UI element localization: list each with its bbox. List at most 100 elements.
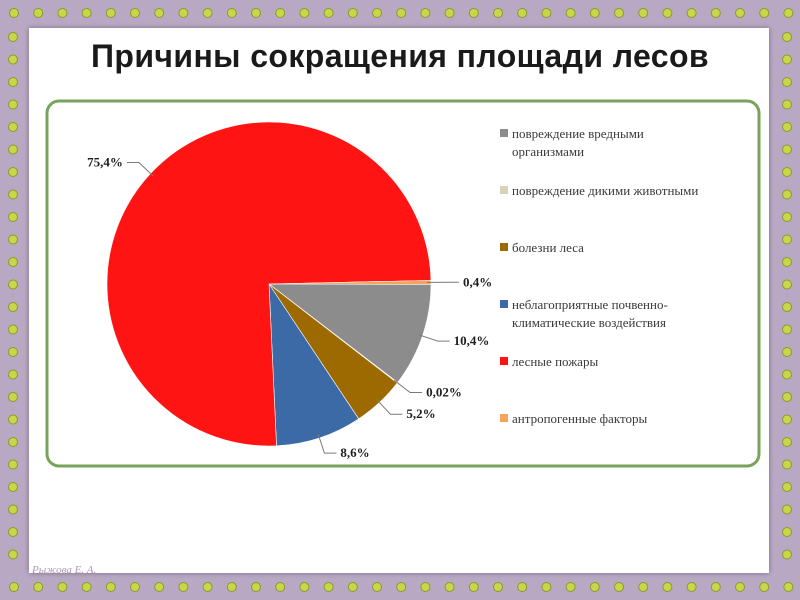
frame-dot: [782, 549, 792, 560]
frame-dot: [8, 459, 18, 470]
frame-dot: [8, 189, 18, 200]
frame-dot: [8, 167, 18, 177]
frame-dot: [782, 189, 792, 200]
frame-dot: [8, 392, 18, 402]
frame-dot: [783, 8, 794, 18]
legend-label-1: повреждение вредными: [512, 126, 644, 141]
frame-dot: [323, 8, 334, 18]
data-label-2: 0,02%: [426, 384, 462, 399]
frame-dot: [275, 8, 286, 18]
leader-line-4: [317, 433, 337, 454]
frame-dot: [493, 582, 503, 592]
author-signature: Рыжова Е. А.: [32, 564, 97, 576]
frame-dot: [178, 8, 189, 18]
frame-dot: [8, 414, 18, 425]
frame-dot: [782, 437, 792, 447]
frame-dot: [8, 212, 18, 222]
frame-dot: [8, 99, 18, 110]
data-label-1: 10,4%: [454, 333, 490, 348]
frame-dot: [8, 302, 18, 312]
frame-dot: [782, 77, 792, 87]
frame-dot: [347, 582, 358, 592]
frame-dot: [614, 8, 624, 18]
frame-dot: [468, 8, 479, 18]
frame-dot: [710, 582, 721, 592]
frame-dot: [782, 324, 792, 335]
leader-line-2: [393, 379, 423, 393]
frame-dot: [735, 582, 745, 592]
data-label-3: 5,2%: [406, 406, 435, 421]
frame-dot: [8, 144, 18, 155]
frame-dot: [662, 582, 673, 592]
leader-line-3: [376, 399, 403, 415]
frame-dot: [782, 482, 792, 492]
frame-dot: [8, 549, 18, 560]
frame-dot: [710, 8, 721, 18]
frame-dot: [735, 8, 745, 18]
leader-line-5: [126, 162, 154, 177]
frame-dot: [8, 77, 18, 87]
frame-dot: [782, 212, 792, 222]
frame-dot: [782, 32, 792, 42]
frame-dot: [444, 582, 455, 592]
frame-dot: [33, 8, 44, 18]
frame-dot: [154, 8, 165, 18]
frame-dot: [299, 8, 310, 18]
legend-label-2: повреждение дикими животными: [512, 183, 698, 198]
frame-dot: [105, 8, 116, 18]
frame-dot: [347, 8, 358, 18]
frame-dot: [57, 8, 68, 18]
frame-dot: [202, 582, 213, 592]
frame-dot: [782, 122, 792, 132]
frame-dot: [517, 582, 528, 592]
frame-dot: [782, 54, 792, 65]
leader-line-1: [418, 334, 450, 342]
frame-dot: [372, 8, 382, 18]
frame-dot: [444, 8, 455, 18]
frame-dot: [8, 369, 18, 380]
frame-dot: [130, 8, 140, 18]
legend-label-1: организмами: [512, 144, 584, 159]
frame-dot: [81, 8, 92, 18]
data-label-4: 8,6%: [340, 445, 369, 460]
page-title: Причины сокращения площади лесов: [90, 38, 710, 74]
legend-label-5: лесные пожары: [512, 354, 598, 369]
frame-dot: [8, 122, 18, 132]
legend-swatch-2: [500, 186, 508, 194]
frame-dot: [226, 8, 237, 18]
legend-swatch-1: [500, 129, 508, 137]
frame-dot: [154, 582, 165, 592]
frame-dot: [783, 582, 794, 592]
frame-dot: [8, 257, 18, 267]
frame-dot: [372, 582, 382, 592]
legend-swatch-6: [500, 414, 508, 422]
frame-dot: [782, 279, 792, 290]
frame-dot: [638, 582, 649, 592]
frame-dot: [589, 582, 600, 592]
frame-dot: [9, 582, 19, 592]
frame-dot: [589, 8, 600, 18]
frame-dot: [541, 582, 552, 592]
legend-label-4: неблагоприятные почвенно-: [512, 297, 668, 312]
frame-dot: [81, 582, 92, 592]
frame-dot: [396, 8, 407, 18]
frame-dot: [226, 582, 237, 592]
frame-dot: [782, 99, 792, 110]
legend-swatch-3: [500, 243, 508, 251]
frame-dot: [614, 582, 624, 592]
frame-dot: [251, 8, 261, 18]
frame-dot: [782, 347, 792, 357]
frame-dot: [178, 582, 189, 592]
frame-dot: [517, 8, 528, 18]
frame-dot: [396, 582, 407, 592]
frame-dot: [782, 144, 792, 155]
frame-dot: [57, 582, 68, 592]
frame-dot: [782, 167, 792, 177]
frame-dot: [782, 527, 792, 537]
frame-dot: [8, 527, 18, 537]
frame-dot: [8, 347, 18, 357]
frame-dot: [565, 8, 576, 18]
frame-dot: [323, 582, 334, 592]
frame-dot: [759, 582, 770, 592]
